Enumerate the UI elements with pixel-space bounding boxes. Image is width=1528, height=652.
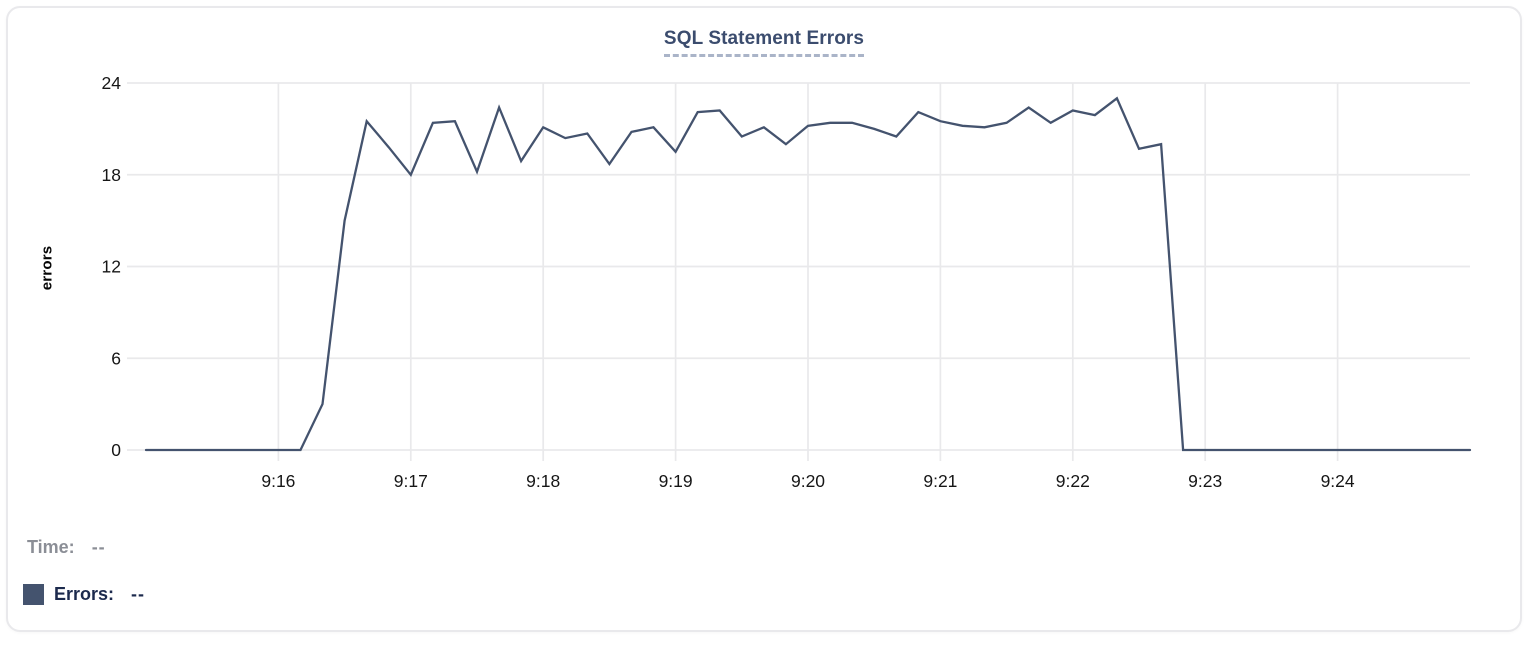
time-readout-label: Time:: [27, 537, 75, 557]
time-readout-value: --: [91, 537, 106, 557]
errors-readout-value: --: [131, 584, 146, 604]
y-tick-label: 0: [111, 440, 121, 460]
x-tick-label: 9:22: [1056, 471, 1090, 491]
x-tick-label: 9:21: [923, 471, 957, 491]
x-tick-label: 9:18: [526, 471, 560, 491]
hover-readout-errors-row: Errors: --: [23, 584, 145, 605]
x-tick-label: 9:17: [394, 471, 428, 491]
errors-series-line: [144, 96, 1472, 452]
y-tick-label: 12: [102, 257, 121, 277]
errors-readout-label: Errors:: [54, 584, 115, 604]
x-tick-label: 9:23: [1188, 471, 1222, 491]
y-tick-label: 6: [111, 348, 121, 368]
hover-readout-time-row: Time: --: [27, 537, 106, 558]
errors-series-swatch: [23, 584, 44, 605]
y-tick-label: 18: [102, 165, 121, 185]
y-tick-label: 24: [102, 73, 122, 93]
x-tick-label: 9:24: [1321, 471, 1355, 491]
x-tick-label: 9:20: [791, 471, 825, 491]
x-tick-label: 9:16: [261, 471, 295, 491]
x-tick-label: 9:19: [659, 471, 693, 491]
chart-card: [6, 6, 1522, 632]
